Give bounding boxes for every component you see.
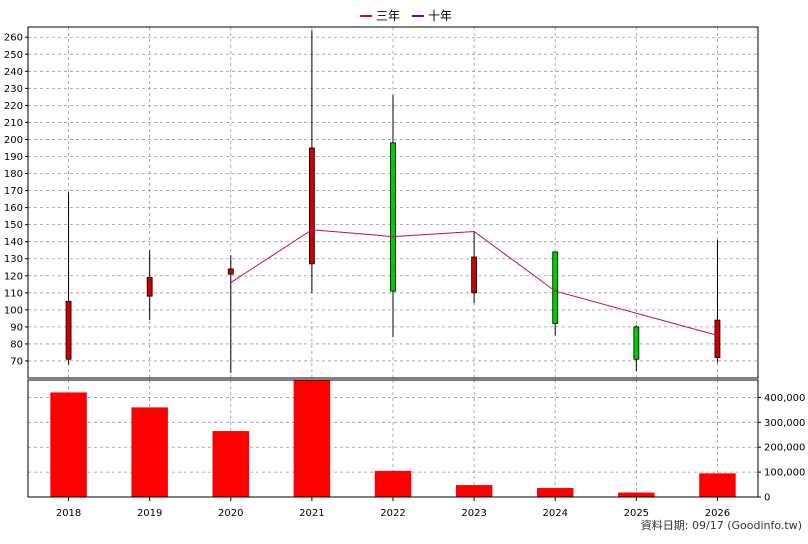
volume-tick-label: 400,000 xyxy=(764,393,805,404)
legend: 三年 十年 xyxy=(360,7,452,24)
legend-label-10y: 十年 xyxy=(428,9,453,23)
price-tick-label: 130 xyxy=(4,254,23,265)
price-tick-label: 120 xyxy=(4,271,23,282)
price-tick-label: 220 xyxy=(4,101,23,112)
volume-bar xyxy=(536,488,574,497)
legend-swatch-3y xyxy=(360,14,372,17)
price-tick-label: 70 xyxy=(10,356,23,367)
x-tick-label: 2018 xyxy=(56,508,81,519)
price-tick-label: 80 xyxy=(10,339,23,350)
price-tick-label: 90 xyxy=(10,322,23,333)
x-tick-label: 2024 xyxy=(542,508,567,519)
volume-tick-label: 0 xyxy=(764,493,770,504)
price-tick-label: 150 xyxy=(4,220,23,231)
candle-body xyxy=(390,142,396,292)
candle-body xyxy=(65,300,72,360)
x-tick-label: 2019 xyxy=(137,508,162,519)
price-tick-label: 250 xyxy=(4,50,23,61)
volume-tick-label: 300,000 xyxy=(764,418,805,429)
price-tick-label: 100 xyxy=(4,305,23,316)
volume-bar xyxy=(212,431,250,497)
data-source-note: 資料日期: 09/17 (Goodinfo.tw) xyxy=(640,519,802,532)
line-series-3y xyxy=(230,229,718,336)
legend-item-3y: 三年 xyxy=(360,7,400,24)
price-tick-label: 170 xyxy=(4,186,23,197)
price-tick-label: 190 xyxy=(4,152,23,163)
price-tick-label: 210 xyxy=(4,118,23,129)
price-tick-label: 140 xyxy=(4,237,23,248)
volume-bar xyxy=(374,470,412,497)
candle-body xyxy=(633,326,640,360)
legend-item-10y: 十年 xyxy=(412,7,452,24)
x-tick-label: 2020 xyxy=(218,508,243,519)
x-tick-label: 2023 xyxy=(461,508,486,519)
price-tick-label: 200 xyxy=(4,135,23,146)
x-tick-label: 2021 xyxy=(299,508,324,519)
volume-tick-label: 200,000 xyxy=(764,443,805,454)
volume-bar xyxy=(50,392,87,497)
volume-bar xyxy=(699,473,736,497)
volume-bar xyxy=(293,380,331,497)
candle-body xyxy=(714,319,721,358)
price-tick-label: 260 xyxy=(4,33,23,44)
x-tick-label: 2022 xyxy=(380,508,405,519)
candle-body xyxy=(471,256,478,294)
volume-panel-border xyxy=(27,379,759,498)
price-tick-label: 230 xyxy=(4,84,23,95)
price-panel-border xyxy=(27,26,759,379)
candle-body xyxy=(227,268,234,275)
volume-bar xyxy=(618,492,655,497)
x-tick-label: 2025 xyxy=(624,508,649,519)
price-tick-label: 240 xyxy=(4,67,23,78)
candle-body xyxy=(146,277,153,297)
volume-tick-label: 100,000 xyxy=(764,468,805,479)
price-tick-label: 110 xyxy=(4,288,23,299)
price-tick-label: 160 xyxy=(4,203,23,214)
volume-bar xyxy=(131,407,168,497)
candle-body xyxy=(308,147,315,265)
candle-body xyxy=(552,251,559,324)
x-tick-label: 2026 xyxy=(705,508,730,519)
price-tick-label: 180 xyxy=(4,169,23,180)
legend-label-3y: 三年 xyxy=(376,9,401,23)
volume-bar xyxy=(455,485,493,497)
legend-swatch-10y xyxy=(412,14,425,17)
